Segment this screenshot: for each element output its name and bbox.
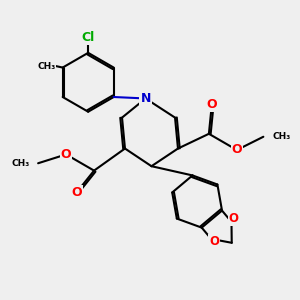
- Text: O: O: [61, 148, 71, 161]
- Text: O: O: [206, 98, 217, 111]
- Text: O: O: [71, 186, 82, 199]
- Text: Cl: Cl: [82, 31, 95, 44]
- Text: CH₃: CH₃: [272, 132, 290, 141]
- Text: O: O: [232, 143, 242, 157]
- Text: O: O: [229, 212, 239, 225]
- Text: CH₃: CH₃: [37, 61, 56, 70]
- Text: O: O: [209, 235, 219, 248]
- Text: CH₃: CH₃: [11, 159, 29, 168]
- Text: N: N: [140, 92, 151, 105]
